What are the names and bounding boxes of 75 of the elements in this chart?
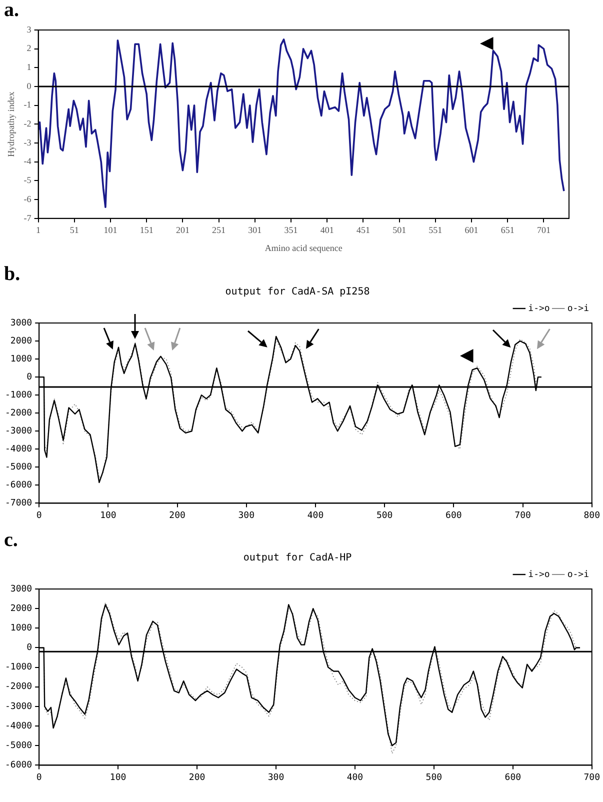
y-tick-label: -5 xyxy=(24,175,32,186)
y-tick-label: -5000 xyxy=(5,462,32,473)
x-tick-label: 651 xyxy=(500,225,514,236)
y-tick-label: -1000 xyxy=(5,662,32,673)
y-tick-label: 2 xyxy=(26,43,32,54)
y-tick-label: 3000 xyxy=(10,584,32,594)
text: c. xyxy=(3,529,19,551)
text: b. xyxy=(3,263,22,285)
y-tick-label: -6000 xyxy=(5,480,32,491)
x-tick-label: 500 xyxy=(426,772,442,783)
x-tick-label: 701 xyxy=(536,225,550,236)
x-tick-label: 400 xyxy=(307,510,324,521)
y-tick-label: -2 xyxy=(24,118,32,129)
x-axis-title: Amino acid sequence xyxy=(264,242,342,253)
y-tick-label: -3 xyxy=(24,137,32,148)
y-tick-label: 3000 xyxy=(10,318,32,328)
legend-label: i->o xyxy=(528,570,550,580)
y-tick-label: 1000 xyxy=(10,354,32,364)
x-tick-label: 101 xyxy=(104,225,118,236)
chart-title: output for CadA-HP xyxy=(243,552,352,564)
y-tick-label: -3000 xyxy=(5,702,32,712)
y-tick-label: 0 xyxy=(26,643,32,654)
chart-title: output for CadA-SA pI258 xyxy=(225,286,370,298)
x-tick-label: 200 xyxy=(188,772,206,783)
x-tick-label: 551 xyxy=(428,225,442,236)
x-tick-label: 100 xyxy=(110,772,126,783)
x-tick-label: 0 xyxy=(36,510,42,521)
x-tick-label: 600 xyxy=(504,772,522,783)
x-tick-label: 200 xyxy=(169,510,186,521)
x-tick-label: 251 xyxy=(212,225,226,236)
x-tick-label: 51 xyxy=(70,225,79,236)
y-tick-label: -1 xyxy=(24,100,32,110)
x-tick-label: 401 xyxy=(320,225,334,236)
x-tick-label: 300 xyxy=(268,772,284,783)
y-tick-label: -6 xyxy=(24,194,32,204)
y-axis-title: Hydropathy index xyxy=(6,91,16,157)
y-tick-label: -7000 xyxy=(5,498,32,509)
y-tick-label: -1000 xyxy=(5,390,32,400)
x-tick-label: 351 xyxy=(284,225,298,236)
x-tick-label: 600 xyxy=(446,510,462,521)
legend-label: o->i xyxy=(567,570,590,580)
y-tick-label: 1 xyxy=(26,62,32,72)
x-tick-label: 700 xyxy=(584,772,600,783)
x-tick-label: 700 xyxy=(514,510,531,521)
x-tick-label: 500 xyxy=(376,510,393,521)
y-tick-label: -4000 xyxy=(5,444,32,454)
x-tick-label: 151 xyxy=(140,225,154,236)
y-tick-label: 2000 xyxy=(10,336,32,346)
x-tick-label: 451 xyxy=(356,225,370,236)
y-tick-label: -7 xyxy=(24,212,32,223)
text: a. xyxy=(3,0,20,21)
y-tick-label: 0 xyxy=(26,372,32,382)
y-tick-label: -5000 xyxy=(5,740,32,751)
y-tick-label: -2000 xyxy=(5,408,32,418)
y-tick-label: 1000 xyxy=(10,624,32,634)
y-tick-label: 0 xyxy=(26,80,32,91)
x-tick-label: 301 xyxy=(248,225,262,236)
x-tick-label: 201 xyxy=(176,225,190,236)
y-tick-label: -6000 xyxy=(5,760,32,771)
y-tick-label: -4 xyxy=(24,156,32,166)
x-tick-label: 400 xyxy=(346,772,364,783)
y-tick-label: -3000 xyxy=(5,426,32,436)
y-tick-label: -2000 xyxy=(5,682,32,692)
x-tick-label: 601 xyxy=(464,225,478,236)
y-tick-label: 3 xyxy=(26,24,32,34)
x-tick-label: 1 xyxy=(36,225,41,236)
x-tick-label: 501 xyxy=(392,225,406,236)
x-tick-label: 800 xyxy=(584,510,600,521)
x-tick-label: 0 xyxy=(36,772,42,783)
y-tick-label: 2000 xyxy=(10,604,32,614)
legend-label: o->i xyxy=(567,304,590,314)
x-tick-label: 100 xyxy=(100,510,116,521)
x-tick-label: 300 xyxy=(238,510,255,521)
legend-label: i->o xyxy=(528,304,550,314)
y-tick-label: -4000 xyxy=(5,721,32,732)
